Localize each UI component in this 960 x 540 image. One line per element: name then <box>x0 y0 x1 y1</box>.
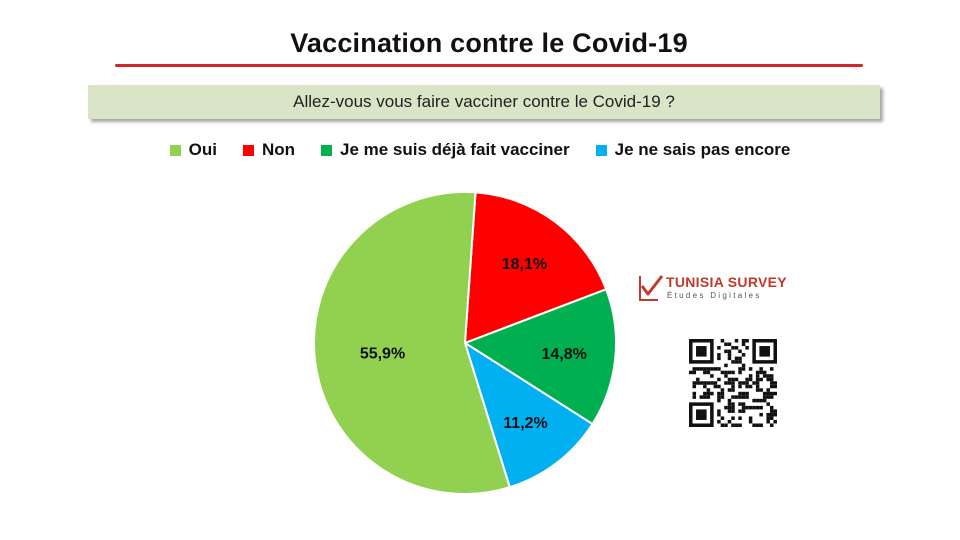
chart-legend: Oui Non Je me suis déjà fait vacciner Je… <box>0 140 960 160</box>
legend-label: Je me suis déjà fait vacciner <box>339 140 570 159</box>
question-banner: Allez-vous vous faire vacciner contre le… <box>88 85 880 119</box>
slice-data-label: 14,8% <box>541 346 586 363</box>
brand-name: TUNISIA SURVEY <box>666 274 787 290</box>
slice-data-label: 18,1% <box>502 256 547 273</box>
pie-slice-oui <box>313 191 512 495</box>
legend-swatch <box>242 144 254 156</box>
legend-label: Oui <box>188 140 217 159</box>
chart-title: Vaccination contre le Covid-19 <box>290 28 688 58</box>
legend-swatch <box>169 144 181 156</box>
qr-code-icon <box>689 339 777 427</box>
question-text: Allez-vous vous faire vacciner contre le… <box>293 92 675 111</box>
title-underline <box>115 64 863 67</box>
pie-slice-non <box>463 191 608 345</box>
slice-data-label: 11,2% <box>503 415 547 432</box>
slice-data-label: 55,9% <box>360 346 405 363</box>
checkmark-logo-icon <box>639 275 664 301</box>
legend-label: Non <box>261 140 295 159</box>
legend-swatch <box>320 144 332 156</box>
legend-item-deja-vaccine: Je me suis déjà fait vacciner <box>320 140 570 160</box>
brand-logo: TUNISIA SURVEY Études Digitales <box>638 272 798 304</box>
legend-item-ne-sais-pas: Je ne sais pas encore <box>595 140 791 160</box>
pie-slice-je-ne-sais-pas-encore <box>463 340 594 489</box>
legend-item-oui: Oui <box>169 140 217 160</box>
legend-swatch <box>595 144 607 156</box>
brand-tagline: Études Digitales <box>667 291 762 300</box>
legend-item-non: Non <box>242 140 295 160</box>
pie-slice-je-me-suis-d-j-fait-vacciner <box>462 287 617 426</box>
legend-label: Je ne sais pas encore <box>614 140 791 159</box>
